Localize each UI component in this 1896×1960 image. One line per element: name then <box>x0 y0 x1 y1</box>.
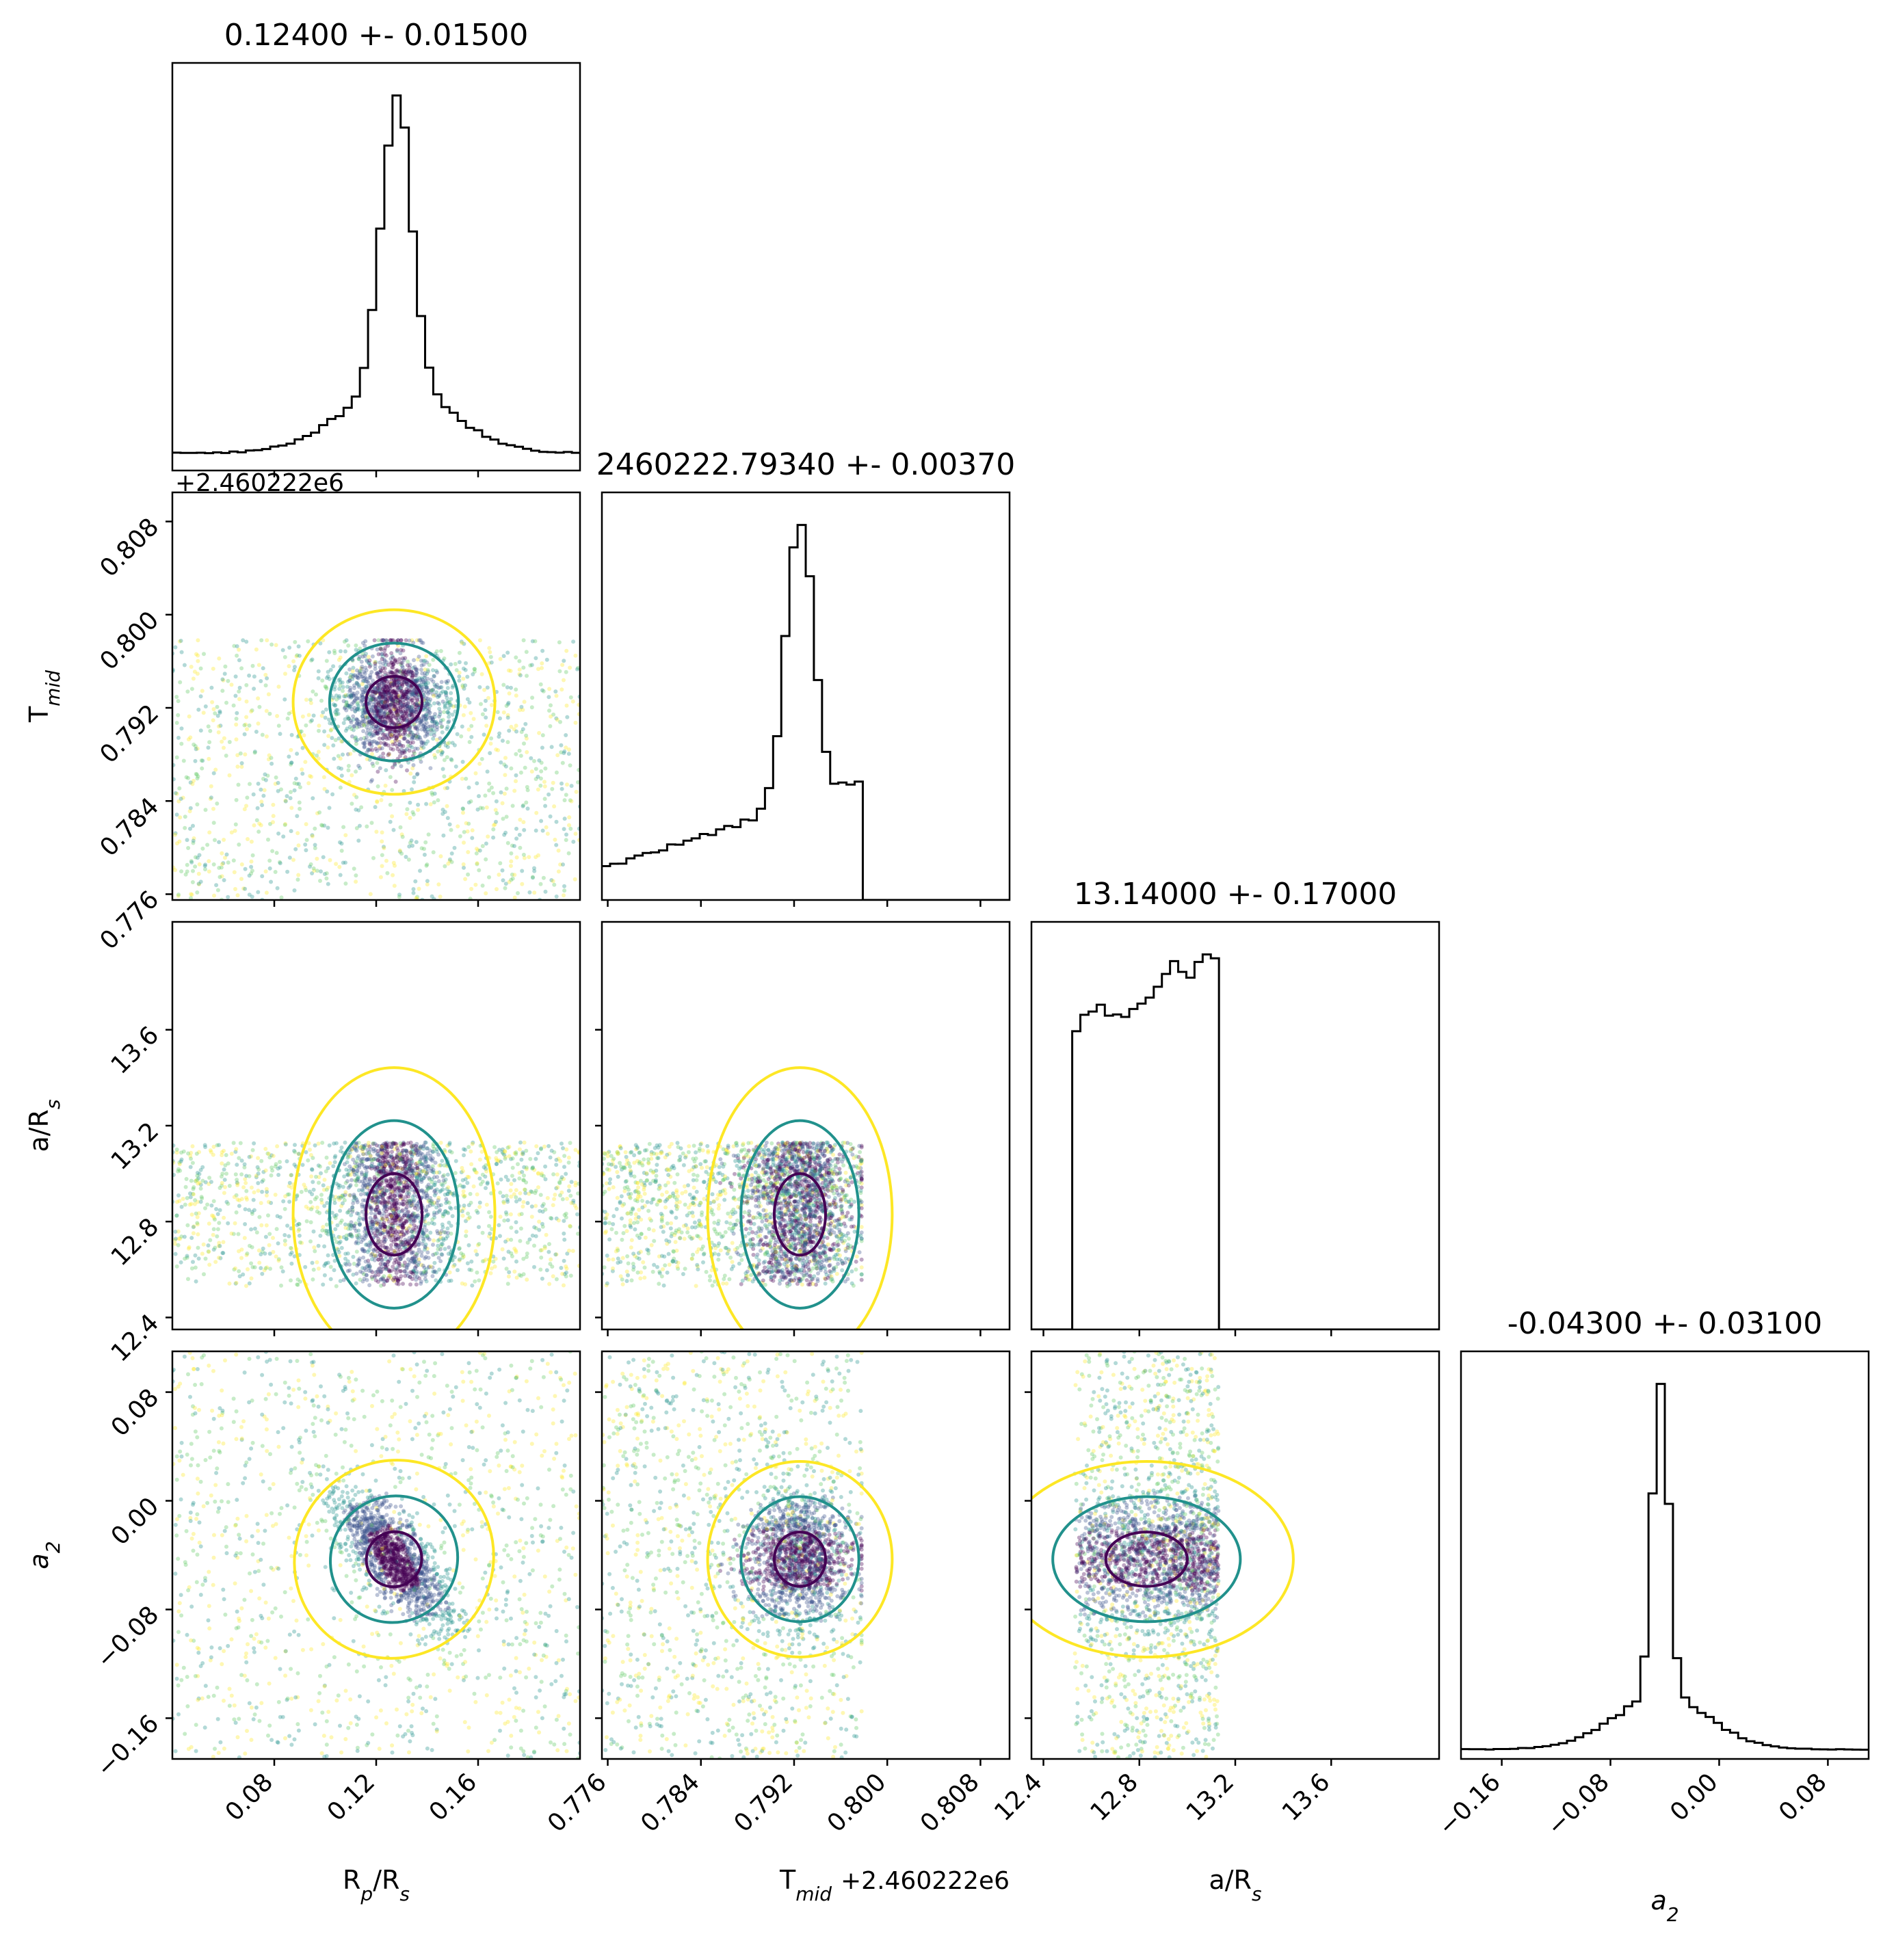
panel-title-tmid: 2460222.79340 +- 0.00370 <box>596 447 1016 482</box>
y-tick-label: 12.4 <box>106 1309 165 1368</box>
y-axis-label-tmid: Tmid <box>24 670 64 723</box>
contour-middle <box>328 641 460 763</box>
panel-rp-vs-a2: 0.08 0.12 0.16 −0.16 −0.08 0.00 0.08 <box>91 1350 581 1827</box>
scatter-rp-a2 <box>172 1351 580 1759</box>
x-axis-label-tmid: Tmid <box>779 1865 832 1905</box>
y-tick-label: −0.08 <box>91 1601 164 1674</box>
histogram-ars <box>1031 953 1439 1329</box>
x-tick-label: 0.808 <box>915 1768 985 1838</box>
x-tick-label: 0.16 <box>424 1768 483 1827</box>
y-tick-label: −0.16 <box>91 1710 164 1783</box>
contour-outer <box>1031 1460 1295 1658</box>
y-axis-label-a2: a2 <box>24 1541 64 1569</box>
x-tick-label: 0.08 <box>1774 1768 1832 1827</box>
histogram-a2 <box>1461 1383 1869 1751</box>
contour-inner <box>772 1172 827 1257</box>
x-tick-label: 0.08 <box>220 1768 279 1827</box>
x-tick-label: 12.8 <box>1085 1768 1144 1827</box>
contour-outer <box>291 1066 497 1329</box>
contour-middle <box>739 1119 860 1310</box>
contour-outer <box>293 1459 495 1660</box>
x-tick-label: 13.2 <box>1181 1768 1240 1827</box>
histogram-rp <box>172 94 580 455</box>
panel-title-ars: 13.14000 +- 0.17000 <box>1074 877 1397 912</box>
contour-outer <box>706 1459 894 1658</box>
x-tick-label: −0.16 <box>1433 1768 1506 1841</box>
x-axis-label-rp: Rp/Rs <box>343 1865 410 1905</box>
panel-tmid-hist <box>601 491 1011 907</box>
y-tick-label: 0.808 <box>94 513 164 583</box>
panel-tmid-vs-ars <box>595 921 1011 1336</box>
axes-frame <box>601 1350 1011 1760</box>
scatter-rp-ars <box>172 1140 580 1288</box>
axes-frame <box>171 491 581 901</box>
y-offset-label: +2.460222e6 <box>175 469 344 497</box>
contour-middle <box>328 1119 460 1310</box>
x-offset-label: +2.460222e6 <box>841 1867 1010 1895</box>
contour-middle <box>739 1495 860 1624</box>
x-tick-label: 13.6 <box>1277 1768 1336 1827</box>
y-tick-label: 0.784 <box>94 793 164 862</box>
scatter-ars-a2 <box>1072 1351 1221 1759</box>
panel-rp-vs-tmid: 0.776 0.784 0.792 0.800 0.808 <box>94 491 581 955</box>
contour-inner <box>1104 1531 1189 1588</box>
y-tick-label: 0.792 <box>94 699 164 769</box>
y-tick-label: 0.776 <box>94 886 164 955</box>
panel-ars-vs-a2: 12.4 12.8 13.2 13.6 <box>989 1350 1440 1827</box>
scatter-rp-tmid <box>172 638 580 900</box>
histogram-tmid <box>602 524 1010 900</box>
contour-middle <box>1051 1495 1242 1624</box>
contour-middle <box>329 1494 460 1624</box>
axes-frame <box>1460 1350 1870 1760</box>
panel-title-rp: 0.12400 +- 0.01500 <box>224 18 529 53</box>
y-axis-label-ars: a/Rs <box>24 1099 64 1152</box>
contour-outer <box>706 1066 894 1329</box>
x-tick-label: 0.800 <box>822 1768 892 1838</box>
panel-rp-hist <box>171 62 581 477</box>
panel-a2-hist: −0.16 −0.08 0.00 0.08 <box>1433 1350 1870 1841</box>
contour-outer <box>291 608 497 796</box>
y-tick-label: 13.6 <box>106 1021 165 1080</box>
x-tick-label: 0.12 <box>322 1768 381 1827</box>
y-tick-label: 12.8 <box>106 1213 165 1272</box>
y-tick-label: 0.08 <box>106 1383 165 1442</box>
y-tick-label: 0.800 <box>94 606 164 676</box>
panel-tmid-vs-a2: 0.776 0.784 0.792 0.800 0.808 <box>542 1350 1011 1838</box>
contour-inner <box>365 1172 424 1257</box>
axes-frame <box>1030 921 1440 1331</box>
x-tick-label: −0.08 <box>1542 1768 1615 1841</box>
contour-inner <box>365 1530 423 1589</box>
scatter-tmid-ars <box>602 1140 864 1288</box>
panel-ars-hist <box>1030 921 1440 1336</box>
contour-inner <box>772 1531 827 1588</box>
axes-frame <box>601 491 1011 901</box>
y-tick-label: 13.2 <box>106 1117 165 1176</box>
contour-inner <box>365 675 424 730</box>
x-tick-label: 12.4 <box>989 1768 1048 1827</box>
x-tick-label: 0.792 <box>728 1768 798 1838</box>
x-axis-label-ars: a/Rs <box>1209 1865 1261 1905</box>
x-tick-label: 0.00 <box>1665 1768 1724 1827</box>
x-axis-label-a2: a2 <box>1650 1885 1678 1926</box>
y-tick-label: 0.00 <box>106 1492 165 1551</box>
x-tick-label: 0.776 <box>542 1768 612 1838</box>
panel-title-a2: -0.04300 +- 0.03100 <box>1507 1306 1823 1341</box>
x-tick-label: 0.784 <box>635 1768 705 1838</box>
panel-rp-vs-ars: 12.4 12.8 13.2 13.6 <box>106 921 581 1368</box>
